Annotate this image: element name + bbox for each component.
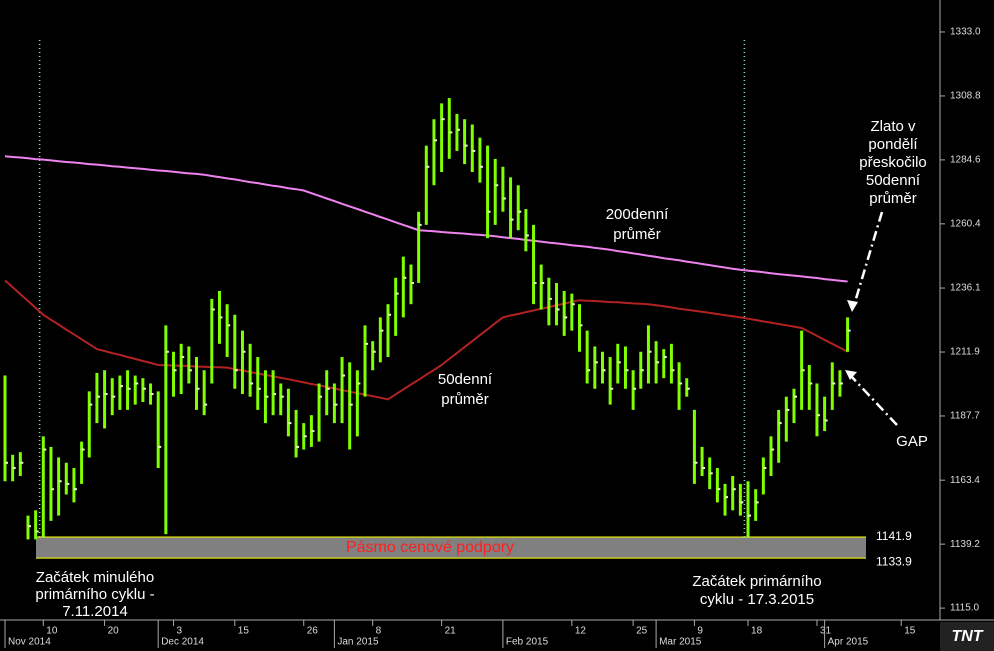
x-tick-label: 20 bbox=[108, 626, 120, 637]
annotation: 7.11.2014 bbox=[62, 603, 128, 620]
y-tick-label: 1163.4 bbox=[950, 475, 980, 486]
y-tick-label: 1115.0 bbox=[950, 603, 980, 614]
x-tick-label: 9 bbox=[697, 626, 703, 637]
x-tick-label: 10 bbox=[46, 626, 58, 637]
annotation: Začátek primárního bbox=[692, 573, 821, 590]
month-label: Apr 2015 bbox=[828, 637, 869, 648]
month-label: Mar 2015 bbox=[659, 637, 702, 648]
annotation: průměr bbox=[869, 190, 917, 207]
arrow-heads bbox=[845, 300, 858, 380]
x-tick-label: 25 bbox=[636, 626, 648, 637]
x-tick-label: 8 bbox=[376, 626, 382, 637]
gap-arrow bbox=[849, 374, 898, 426]
x-tick-label: 21 bbox=[445, 626, 457, 637]
arrows bbox=[849, 211, 898, 426]
month-label: Dec 2014 bbox=[161, 637, 204, 648]
x-tick-label: 26 bbox=[307, 626, 319, 637]
annotation: pondělí bbox=[868, 136, 918, 153]
annotation: primárního cyklu - bbox=[35, 586, 154, 603]
y-tick-label: 1236.1 bbox=[950, 283, 981, 294]
x-tick-label: 15 bbox=[238, 626, 250, 637]
annotation: GAP bbox=[896, 433, 928, 450]
x-tick-label: 15 bbox=[904, 626, 916, 637]
y-tick-label: 1333.0 bbox=[950, 27, 981, 38]
annotation: Zlato v bbox=[870, 118, 916, 135]
y-tick-label: 1187.7 bbox=[950, 411, 980, 422]
y-tick-label: 1139.2 bbox=[950, 539, 980, 550]
x-tick-label: 18 bbox=[751, 626, 763, 637]
annotation: 50denní bbox=[438, 371, 493, 388]
y-tick-label: 1260.4 bbox=[950, 218, 981, 229]
jump-arrow bbox=[853, 211, 884, 303]
annotation: 50denní bbox=[866, 172, 921, 189]
annotation: přeskočilo bbox=[859, 154, 927, 171]
support-label: Pásmo cenové podpory bbox=[346, 539, 514, 556]
month-label: Feb 2015 bbox=[506, 637, 549, 648]
annotation: cyklu - 17.3.2015 bbox=[700, 591, 814, 608]
logo: TNT bbox=[951, 628, 983, 645]
support-low-label: 1133.9 bbox=[876, 554, 912, 568]
moving-average bbox=[4, 279, 849, 401]
annotation: průměr bbox=[441, 391, 489, 408]
moving-average bbox=[4, 155, 848, 283]
x-tick-label: 31 bbox=[820, 626, 832, 637]
support-band bbox=[36, 537, 866, 559]
annotation: průměr bbox=[613, 226, 661, 243]
logo-box bbox=[940, 622, 994, 651]
y-tick-label: 1211.9 bbox=[950, 347, 980, 358]
y-tick-label: 1308.8 bbox=[950, 91, 981, 102]
annotation: Začátek minulého bbox=[36, 569, 154, 586]
annotation: 200denní bbox=[606, 206, 669, 223]
y-tick-label: 1284.6 bbox=[950, 155, 981, 166]
x-tick-label: 3 bbox=[177, 626, 183, 637]
x-tick-label: 12 bbox=[575, 626, 587, 637]
support-high-label: 1141.9 bbox=[876, 529, 912, 543]
month-label: Nov 2014 bbox=[8, 637, 51, 648]
month-label: Jan 2015 bbox=[337, 637, 379, 648]
